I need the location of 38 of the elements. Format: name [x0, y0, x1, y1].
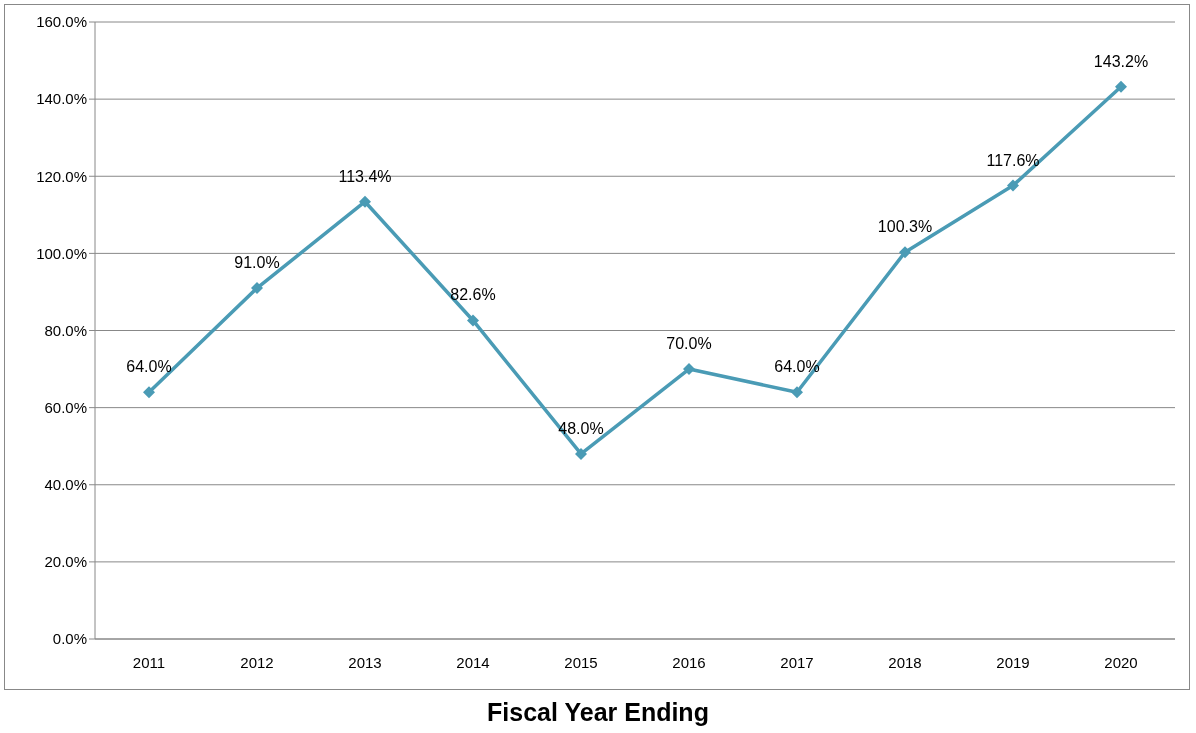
point — [143, 386, 155, 399]
y-tick-label: 100.0% — [36, 244, 87, 262]
point — [899, 246, 911, 259]
y-tick-label: 20.0% — [44, 553, 87, 571]
y-tick-label: 80.0% — [44, 321, 87, 339]
point — [683, 363, 695, 376]
x-tick-label: 2016 — [672, 653, 706, 671]
data-label: 100.3% — [877, 218, 933, 236]
x-axis-title: Fiscal Year Ending — [486, 698, 710, 727]
x-tick-label: 2015 — [564, 653, 598, 671]
point — [359, 195, 371, 208]
y-tick-label: 140.0% — [36, 90, 87, 108]
data-label: 82.6% — [450, 286, 496, 304]
data-label: 91.0% — [234, 254, 280, 272]
point — [251, 282, 263, 295]
y-tick-label: 120.0% — [36, 167, 87, 185]
y-tick-label: 0.0% — [52, 630, 87, 648]
y-tick-label: 160.0% — [36, 13, 87, 31]
point — [791, 386, 803, 399]
x-tick-label: 2014 — [456, 653, 490, 671]
data-label: 113.4% — [338, 167, 392, 185]
x-tick-label: 2013 — [348, 653, 382, 671]
data-label: 64.0% — [126, 358, 172, 376]
point — [1115, 80, 1127, 93]
point — [467, 314, 479, 327]
point — [1007, 179, 1019, 192]
x-tick-label: 2011 — [132, 653, 166, 671]
data-label: 70.0% — [666, 335, 712, 353]
x-tick-label: 2017 — [780, 653, 814, 671]
data-label: 143.2% — [1093, 52, 1149, 70]
x-tick-label: 2018 — [888, 653, 922, 671]
data-label: 117.6% — [986, 151, 1040, 169]
x-tick-label: 2019 — [996, 653, 1030, 671]
x-tick-label: 2012 — [240, 653, 274, 671]
point — [575, 447, 587, 460]
x-tick-label: 2020 — [1104, 653, 1138, 671]
y-tick-label: 40.0% — [44, 476, 87, 494]
y-tick-label: 60.0% — [44, 398, 87, 416]
